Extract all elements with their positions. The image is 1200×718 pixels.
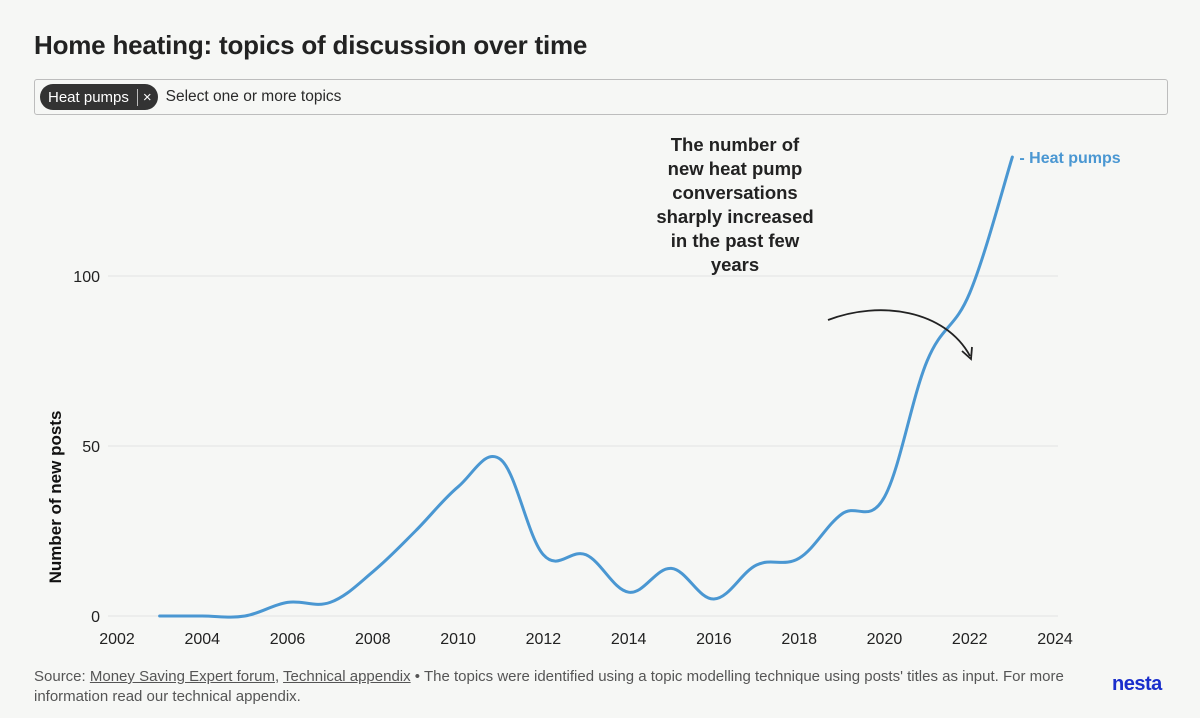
x-tick-label: 2006 [270,631,306,648]
annotation: The number of new heat pump conversations s… [656,134,813,275]
x-tick-label: 2016 [696,631,732,648]
x-tick-label: 2002 [99,631,135,648]
gridlines [108,275,1058,617]
x-tick-label: 2018 [781,631,817,648]
annotation-line: in the past few [671,230,800,251]
source-link-appendix[interactable]: Technical appendix [283,668,411,685]
x-tick-label: 2014 [611,631,647,648]
footer-source: Source: Money Saving Expert forum, Techn… [34,667,1094,707]
x-tick-label: 2004 [184,631,220,648]
source-link-forum[interactable]: Money Saving Expert forum [89,668,275,685]
topic-search-placeholder[interactable]: Select one or more topics [165,88,342,105]
annotation-line: years [711,254,759,275]
topic-selector[interactable]: Heat pumps × Select one or more topics [34,79,1168,115]
annotation-arrowhead [961,346,973,361]
chip-divider [136,88,138,106]
annotation-line: sharply increased [656,206,813,227]
chip-label: Heat pumps [48,88,129,106]
x-tick-label: 2022 [952,631,988,648]
x-tick-label: 2008 [355,631,391,648]
annotation-line: The number of [671,134,800,155]
selected-topic-chip: Heat pumps × [40,84,158,110]
x-tick-label: 2024 [1037,631,1073,648]
series-label: - Heat pumps [1019,150,1120,167]
source-comma: , [274,668,284,685]
annotation-line: new heat pump [668,158,803,179]
x-tick-label: 2020 [867,631,903,648]
page-title: Home heating: topics of discussion over … [34,30,588,60]
annotation-line: conversations [672,182,797,203]
annotation-arrow [827,309,971,357]
y-tick-label: 50 [82,439,100,456]
footer-note: • The topics were identified using a top… [34,668,1064,705]
y-axis-label: Number of new posts [46,411,65,584]
close-icon[interactable]: × [142,88,152,106]
y-tick-label: 100 [73,269,100,286]
x-axis-ticks: 2002 2004 2006 2008 2010 2012 2014 2016 2018 2020… [99,631,1073,648]
nesta-logo: nesta [1112,673,1162,695]
x-tick-label: 2010 [440,631,476,648]
y-axis-ticks: 0 50 100 [73,269,100,626]
y-tick-label: 0 [91,609,100,626]
series-line-heat-pumps [158,155,1014,619]
series-layer: - Heat pumps [158,150,1121,619]
x-tick-label: 2012 [526,631,562,648]
source-prefix: Source: [34,668,90,685]
